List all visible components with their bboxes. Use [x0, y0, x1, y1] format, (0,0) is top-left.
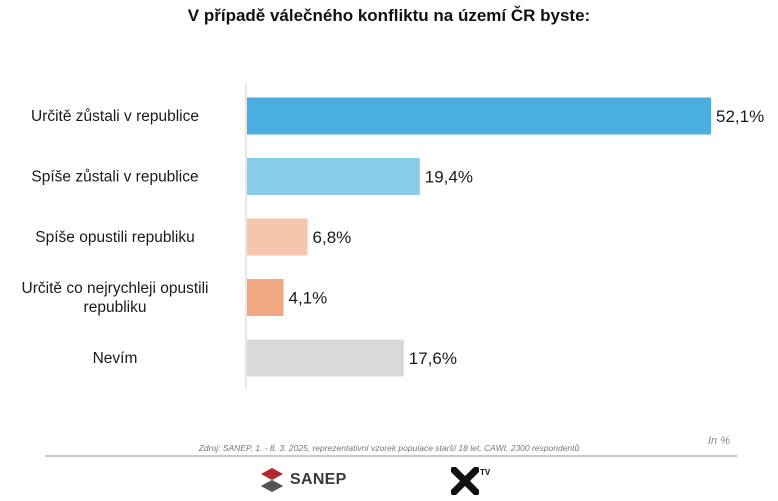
unit-label: In %	[708, 435, 731, 447]
sanep-logo: SANEP	[258, 466, 347, 494]
category-label-3-line-0: Určitě co nejrychleji opustili	[22, 280, 209, 297]
x-icon	[451, 467, 479, 495]
sanep-logo-icon	[261, 468, 283, 492]
bar-chart: Určitě zůstali v republice Spíše zůstali …	[22, 84, 765, 388]
value-label-0: 52,1%	[716, 107, 764, 126]
value-labels-group: 52,1% 19,4% 6,8% 4,1% 17,6%	[289, 107, 765, 368]
source-note: Zdroj: SANEP, 1. - 8. 3. 2025, reprezent…	[198, 443, 580, 453]
value-label-3: 4,1%	[289, 289, 328, 308]
category-label-1: Spíše zůstali v republice	[31, 169, 198, 186]
sanep-logo-text: SANEP	[290, 471, 347, 488]
xtv-logo-text: TV	[480, 468, 491, 477]
footer-divider	[45, 455, 737, 457]
value-label-4: 17,6%	[409, 349, 457, 368]
category-label-0: Určitě zůstali v republice	[31, 108, 199, 125]
value-label-1: 19,4%	[425, 168, 473, 187]
category-labels-group: Určitě zůstali v republice Spíše zůstali …	[22, 108, 209, 367]
bar-4	[247, 339, 404, 377]
category-label-4: Nevím	[93, 350, 138, 367]
bar-0	[247, 97, 711, 135]
category-label-2: Spíše opustili republiku	[35, 229, 194, 246]
bar-3	[247, 279, 284, 316]
bars-group	[247, 97, 711, 377]
bar-2	[247, 218, 308, 256]
category-label-3-line-1: republiku	[84, 299, 147, 316]
chart-title: V případě válečného konfliktu na území Č…	[187, 6, 591, 25]
xtv-logo: TV	[451, 467, 490, 495]
bar-1	[247, 158, 420, 195]
value-label-2: 6,8%	[313, 228, 352, 247]
